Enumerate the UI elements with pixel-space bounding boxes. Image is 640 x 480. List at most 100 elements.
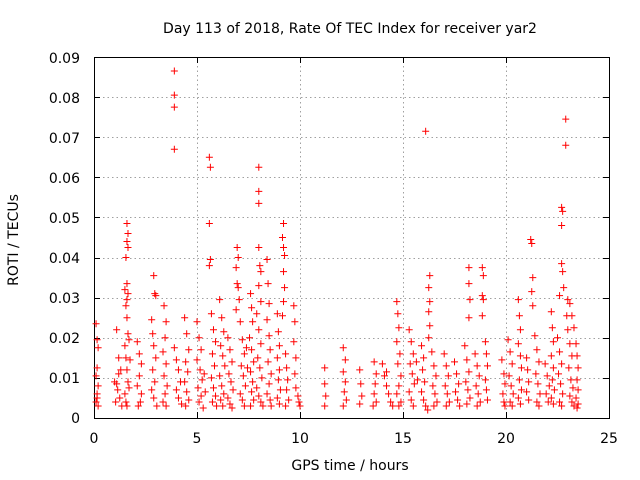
data-point (124, 229, 132, 237)
data-point (94, 402, 102, 410)
data-point (465, 264, 473, 272)
data-point (558, 360, 566, 368)
data-point (162, 318, 170, 326)
data-point (281, 252, 289, 260)
data-point (426, 298, 434, 306)
data-point (159, 398, 167, 406)
x-tick-label: 25 (600, 431, 618, 447)
data-point (473, 402, 481, 410)
data-point (198, 376, 206, 384)
data-point (280, 268, 288, 276)
data-point (255, 282, 263, 290)
data-point (226, 400, 234, 408)
data-point (280, 219, 288, 227)
data-point (339, 344, 347, 352)
data-point (282, 402, 290, 410)
data-point (124, 290, 132, 298)
data-point (149, 330, 157, 338)
data-point (151, 378, 159, 386)
data-point (322, 392, 330, 400)
y-tick-label: 0 (71, 411, 80, 427)
data-point (471, 350, 479, 358)
data-point (280, 244, 288, 252)
data-point (558, 402, 566, 410)
data-point (212, 392, 220, 400)
data-point (135, 372, 143, 380)
grid-lines (94, 57, 609, 418)
data-point (550, 386, 558, 394)
data-point (150, 394, 158, 402)
data-point (150, 272, 158, 280)
data-point (507, 382, 515, 390)
data-point (296, 402, 304, 410)
data-point (280, 298, 288, 306)
axis-ticks (94, 57, 610, 419)
data-point (321, 380, 329, 388)
data-point (454, 396, 462, 404)
data-point (228, 358, 236, 366)
data-point (217, 342, 225, 350)
data-point (264, 280, 272, 288)
data-point (509, 390, 517, 398)
data-point (116, 394, 124, 402)
data-point (453, 370, 461, 378)
data-point (205, 219, 213, 227)
data-point (395, 382, 403, 390)
data-point (259, 402, 267, 410)
data-point (341, 356, 349, 364)
data-point (174, 394, 182, 402)
data-point (426, 272, 434, 280)
data-point (549, 364, 557, 372)
data-point (294, 392, 302, 400)
data-point (370, 358, 378, 366)
data-point (562, 115, 570, 123)
data-point (372, 370, 380, 378)
data-point (393, 338, 401, 346)
data-point (125, 384, 133, 392)
data-point (148, 386, 156, 394)
data-point (527, 236, 535, 244)
data-point (256, 364, 264, 372)
data-point (466, 296, 474, 304)
data-point (278, 234, 286, 241)
data-point (283, 364, 291, 372)
data-point (206, 256, 214, 264)
data-point (200, 370, 208, 378)
data-point (524, 366, 532, 374)
data-point (564, 296, 572, 304)
data-point (208, 350, 216, 358)
data-point (220, 390, 228, 398)
data-point (172, 356, 180, 364)
data-point (523, 354, 531, 362)
data-point (406, 360, 414, 368)
y-tick-labels: 0 0.01 0.02 0.03 0.04 0.05 0.06 0.07 0.0… (49, 51, 80, 427)
data-point (514, 296, 522, 304)
data-point (206, 163, 214, 171)
data-point (479, 296, 487, 304)
data-point (481, 338, 489, 346)
data-point (393, 390, 401, 398)
data-point (115, 370, 123, 378)
data-points (92, 67, 582, 414)
data-point (405, 388, 413, 396)
data-point (499, 390, 507, 398)
data-point (221, 362, 229, 370)
data-point (123, 402, 131, 410)
data-point (163, 382, 171, 390)
data-point (92, 372, 100, 380)
data-point (170, 103, 178, 111)
data-point (122, 302, 130, 310)
data-point (536, 390, 544, 398)
data-point (265, 332, 273, 340)
data-point (133, 338, 141, 346)
data-point (420, 396, 428, 404)
data-point (266, 396, 274, 404)
data-point (197, 346, 205, 354)
data-point (178, 400, 186, 408)
data-point (478, 312, 486, 320)
data-point (236, 318, 244, 326)
data-point (556, 292, 564, 300)
data-point (465, 368, 473, 376)
data-point (212, 338, 220, 346)
data-point (249, 318, 257, 326)
